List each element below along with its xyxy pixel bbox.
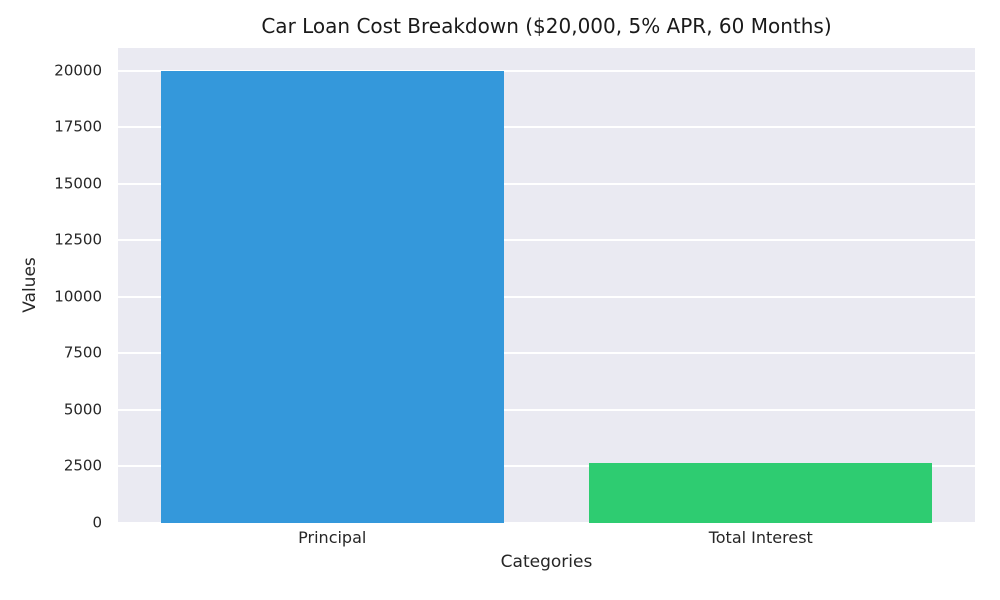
bars-container	[118, 48, 975, 523]
y-tick-label: 20000	[54, 61, 102, 80]
gridline	[118, 126, 975, 129]
x-axis-label: Categories	[500, 552, 593, 572]
bar-total-interest	[589, 463, 933, 523]
y-tick-label: 12500	[54, 230, 102, 249]
gridline	[118, 182, 975, 185]
y-tick-label: 2500	[63, 456, 102, 475]
y-tick-label: 0	[92, 513, 102, 532]
gridlines	[118, 48, 975, 524]
gridline	[118, 295, 975, 298]
plot-area	[118, 48, 975, 524]
x-tick-label: Principal	[298, 528, 367, 547]
chart-title: Car Loan Cost Breakdown ($20,000, 5% APR…	[261, 14, 832, 38]
gridline	[118, 239, 975, 242]
y-tick-label: 7500	[63, 343, 102, 362]
y-tick-label: 15000	[54, 174, 102, 193]
gridline	[118, 69, 975, 72]
y-axis-tick-labels: 0 2500 5000 7500 10000 12500 15000 17500 20000	[0, 48, 110, 530]
gridline	[118, 465, 975, 468]
gridline	[118, 408, 975, 411]
gridline	[118, 522, 975, 524]
y-tick-label: 10000	[54, 287, 102, 306]
y-tick-label: 5000	[63, 400, 102, 419]
y-tick-label: 17500	[54, 117, 102, 136]
x-axis-tick-labels: Principal Total Interest	[118, 528, 975, 550]
x-tick-label: Total Interest	[708, 528, 813, 547]
bar-principal	[160, 70, 504, 523]
gridline	[118, 352, 975, 355]
